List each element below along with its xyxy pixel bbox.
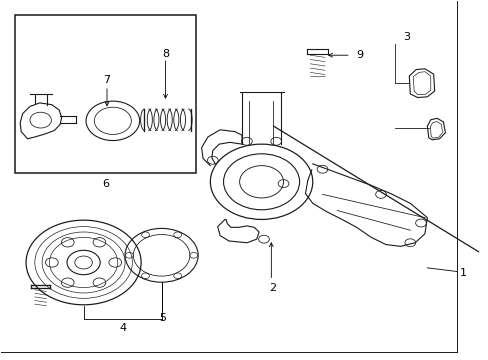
Text: 7: 7 (103, 75, 110, 85)
Text: 6: 6 (102, 179, 109, 189)
Text: 1: 1 (459, 267, 466, 278)
FancyBboxPatch shape (15, 15, 195, 173)
Text: 5: 5 (159, 313, 166, 323)
Text: 4: 4 (119, 323, 126, 333)
Text: 8: 8 (162, 49, 169, 59)
Text: 2: 2 (269, 283, 276, 293)
Text: 3: 3 (403, 32, 409, 41)
Text: 9: 9 (356, 50, 363, 60)
